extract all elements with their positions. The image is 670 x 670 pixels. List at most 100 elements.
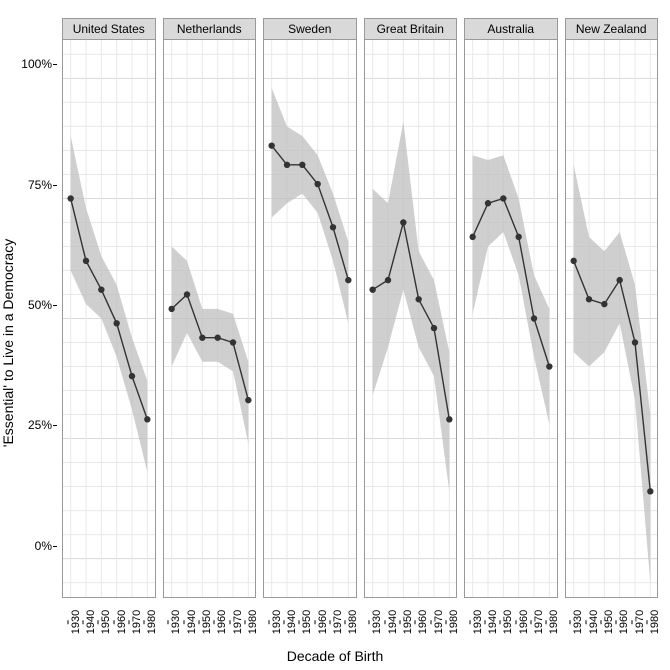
facet-header: New Zealand — [565, 18, 659, 40]
data-point — [631, 339, 637, 345]
x-tick-label: 1960 — [116, 610, 128, 634]
x-tick-label: 1980 — [448, 610, 460, 634]
x-tick-label: 1950 — [502, 610, 514, 634]
data-point — [616, 277, 622, 283]
data-point — [98, 286, 104, 292]
data-point — [214, 335, 220, 341]
facet-panel: New Zealand — [565, 18, 659, 598]
facet-body — [565, 40, 659, 598]
data-point — [129, 373, 135, 379]
data-point — [229, 339, 235, 345]
x-tick-label: 1960 — [317, 610, 329, 634]
x-tick-label: 1930 — [271, 610, 283, 634]
data-point — [515, 234, 521, 240]
data-point — [268, 142, 274, 148]
x-tick-label: 1930 — [70, 610, 82, 634]
data-point — [485, 200, 491, 206]
data-point — [330, 224, 336, 230]
x-axis-ticks-row: 1930194019501960197019801930194019501960… — [62, 600, 658, 640]
x-tick-label: 1950 — [100, 610, 112, 634]
x-tick-label: 1940 — [286, 610, 298, 634]
y-tick-label: 0% — [18, 539, 52, 553]
data-point — [430, 325, 436, 331]
facet-body — [464, 40, 558, 598]
y-tick-label: 25% — [18, 418, 52, 432]
facet-panel: Netherlands — [163, 18, 257, 598]
confidence-ribbon — [473, 155, 550, 424]
x-tick-label: 1950 — [201, 610, 213, 634]
facet-svg — [63, 40, 155, 597]
x-tick-label: 1980 — [548, 610, 560, 634]
x-tick-label: 1950 — [603, 610, 615, 634]
data-point — [400, 219, 406, 225]
facet-header: Sweden — [263, 18, 357, 40]
data-point — [199, 335, 205, 341]
data-point — [415, 296, 421, 302]
facet-panel: Australia — [464, 18, 558, 598]
x-tick-label: 1960 — [216, 610, 228, 634]
facet-body — [163, 40, 257, 598]
x-tick-label: 1950 — [402, 610, 414, 634]
x-tick-label: 1940 — [387, 610, 399, 634]
facet-header: Australia — [464, 18, 558, 40]
facet-header: Netherlands — [163, 18, 257, 40]
data-point — [168, 306, 174, 312]
x-tick-label: 1940 — [85, 610, 97, 634]
data-point — [299, 162, 305, 168]
y-axis-title: 'Essential' to Live in a Democracy — [0, 239, 16, 447]
x-tick-label: 1930 — [170, 610, 182, 634]
data-point — [384, 277, 390, 283]
x-tick-label: 1930 — [472, 610, 484, 634]
x-tick-label: 1960 — [417, 610, 429, 634]
x-ticks: 193019401950196019701980 — [464, 600, 558, 640]
data-point — [284, 162, 290, 168]
confidence-ribbon — [71, 136, 148, 472]
x-tick-label: 1970 — [232, 610, 244, 634]
data-point — [469, 234, 475, 240]
confidence-ribbon — [372, 122, 449, 492]
x-tick-label: 1970 — [634, 610, 646, 634]
y-axis-ticks: 0%25%50%75%100% — [24, 40, 58, 598]
facet-svg — [264, 40, 356, 597]
facet-header: United States — [62, 18, 156, 40]
x-tick-label: 1930 — [572, 610, 584, 634]
facet-svg — [465, 40, 557, 597]
confidence-ribbon — [171, 246, 248, 443]
x-tick-label: 1930 — [371, 610, 383, 634]
data-point — [144, 416, 150, 422]
data-point — [500, 195, 506, 201]
data-point — [647, 488, 653, 494]
x-tick-label: 1980 — [146, 610, 158, 634]
x-tick-label: 1970 — [433, 610, 445, 634]
x-tick-label: 1970 — [332, 610, 344, 634]
x-axis-title: Decade of Birth — [287, 648, 384, 664]
x-tick-label: 1940 — [588, 610, 600, 634]
facet-panel: United States — [62, 18, 156, 598]
facet-panel: Great Britain — [364, 18, 458, 598]
confidence-ribbon — [272, 88, 349, 323]
facet-body — [62, 40, 156, 598]
data-point — [83, 258, 89, 264]
x-tick-label: 1970 — [533, 610, 545, 634]
data-point — [570, 258, 576, 264]
facet-body — [364, 40, 458, 598]
y-tick-label: 100% — [18, 57, 52, 71]
facet-panel: Sweden — [263, 18, 357, 598]
data-point — [245, 397, 251, 403]
data-point — [546, 363, 552, 369]
faceted-line-chart: 'Essential' to Live in a Democracy Decad… — [0, 0, 670, 670]
data-point — [67, 195, 73, 201]
data-point — [585, 296, 591, 302]
x-tick-label: 1960 — [618, 610, 630, 634]
data-point — [446, 416, 452, 422]
x-ticks: 193019401950196019701980 — [263, 600, 357, 640]
y-tick-label: 50% — [18, 298, 52, 312]
facet-svg — [566, 40, 658, 597]
x-ticks: 1930 194019501960 19701980 — [565, 600, 659, 640]
data-point — [345, 277, 351, 283]
data-point — [314, 181, 320, 187]
x-tick-label: 1980 — [649, 610, 661, 634]
x-ticks: 1930 194019501960 19701980 — [364, 600, 458, 640]
x-tick-label: 1980 — [247, 610, 259, 634]
data-point — [369, 286, 375, 292]
